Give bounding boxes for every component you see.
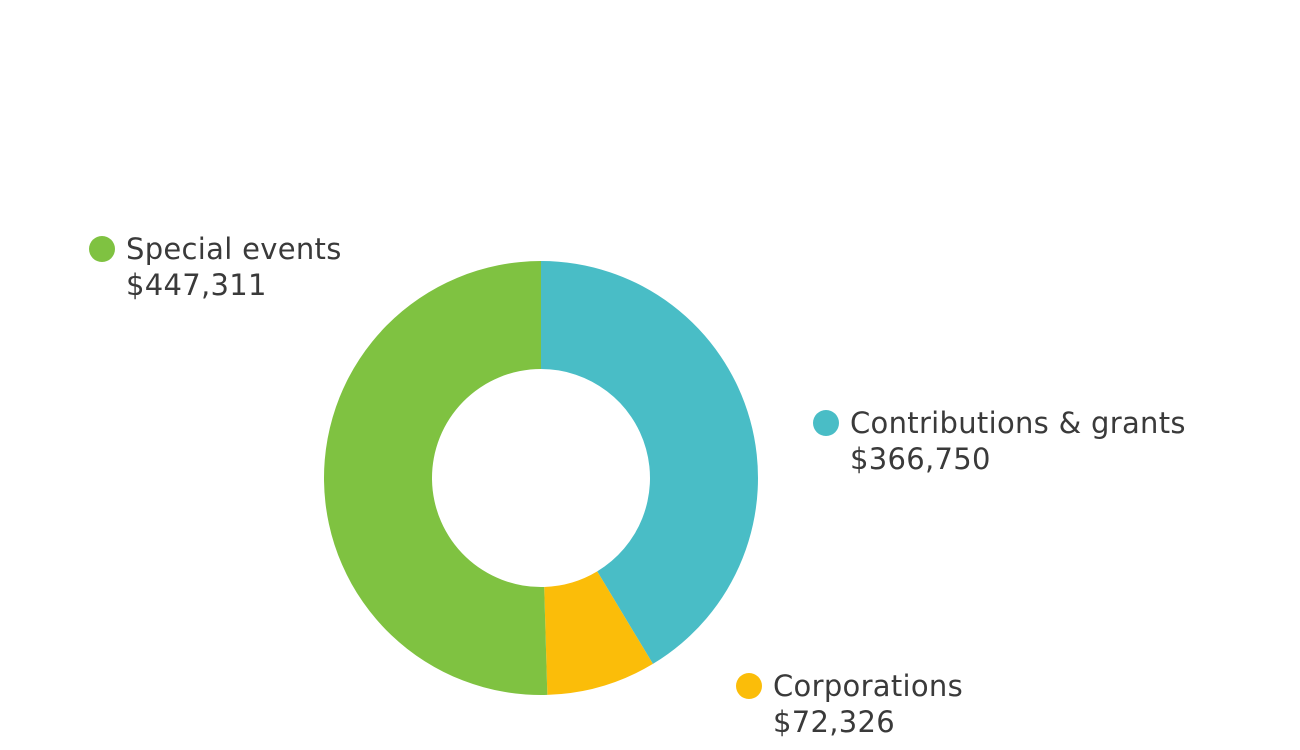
legend-contributions-grants: Contributions & grants $366,750 (813, 405, 1186, 477)
legend-dot-special-events (89, 236, 115, 262)
legend-value-contributions-grants: $366,750 (850, 442, 991, 476)
legend-dot-contributions-grants (813, 410, 839, 436)
legend-corporations: Corporations $72,326 (736, 668, 964, 740)
legend-value-special-events: $447,311 (126, 268, 267, 302)
legend-special-events: Special events $447,311 (89, 231, 342, 303)
legend-label-special-events: Special events (126, 232, 342, 266)
legend-label-contributions-grants: Contributions & grants (850, 406, 1186, 440)
legend-dot-corporations (736, 673, 762, 699)
legend-label-corporations: Corporations (773, 669, 964, 703)
slice-corporations (544, 571, 653, 695)
slice-special-events (324, 261, 548, 695)
slice-contributions-grants (541, 261, 758, 664)
legend-value-corporations: $72,326 (773, 705, 896, 739)
